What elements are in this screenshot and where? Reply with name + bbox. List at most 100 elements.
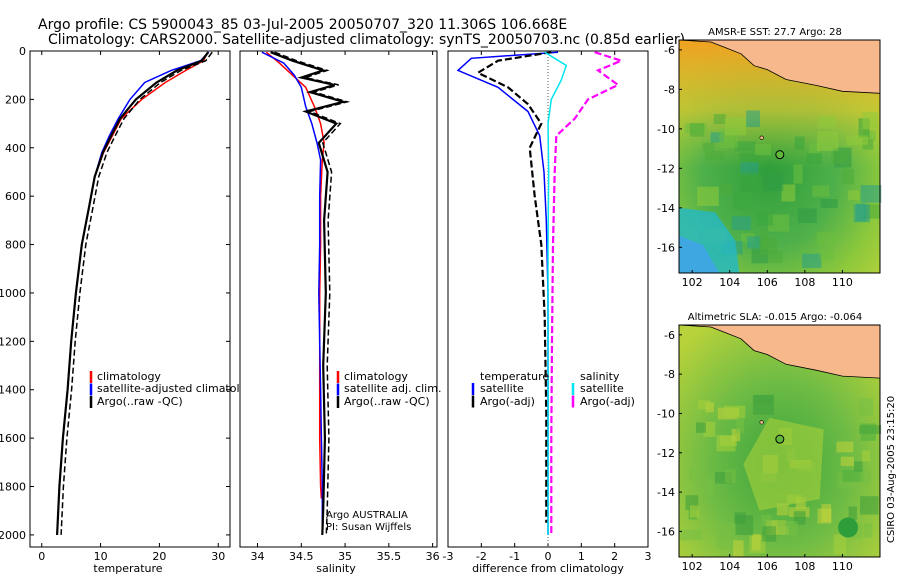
temperature-legend-argo: Argo(..raw -QC) <box>97 395 183 408</box>
sla-map-field-cell <box>860 496 879 515</box>
sla-map-low-patch <box>838 517 859 538</box>
sst-map-island <box>759 135 764 140</box>
salinity-series-argo-raw <box>274 51 351 535</box>
difference-x-tick-label: 3 <box>645 550 652 563</box>
sla-map-field-cell <box>698 400 711 410</box>
sst-map-field-cell <box>812 185 830 197</box>
sst-map-lat-label: -10 <box>657 123 675 136</box>
sla-map-lon-label: 110 <box>832 560 853 573</box>
temperature-x-tick-label: 0 <box>38 550 45 563</box>
sst-map-field-cell <box>820 199 838 208</box>
sla-map-field-cell <box>863 523 873 538</box>
sst-map-field-cell <box>732 191 749 210</box>
sla-map-field-cell <box>733 540 744 558</box>
depth-tick-label: 1400 <box>0 384 26 397</box>
difference-x-tick-label: -1 <box>509 550 520 563</box>
sla-map-field-cell <box>859 398 874 416</box>
sst-map-field-cell <box>697 186 719 206</box>
sst-map-field-cell <box>860 185 882 203</box>
sst-map-field-cell <box>802 253 822 269</box>
depth-tick-label: 2000 <box>0 529 26 542</box>
salinity-annotation-pi: PI: Susan Wijffels <box>326 522 411 533</box>
sst-map-lat-label: -16 <box>657 241 675 254</box>
sla-map-field-cell <box>752 395 774 415</box>
sla-map-island <box>759 420 764 425</box>
depth-tick-label: 400 <box>5 142 26 155</box>
salinity-legend-satellite: satellite adj. clim. <box>344 382 441 395</box>
sst-map-lon-label: 104 <box>719 276 740 289</box>
sla-map-high-patch <box>743 417 824 511</box>
figure-title-line2: Climatology: CARS2000. Satellite-adjuste… <box>48 32 685 48</box>
depth-tick-label: 1200 <box>0 335 26 348</box>
salinity-plot-frame <box>239 50 438 548</box>
salinity-x-tick-label: 34.5 <box>289 550 314 563</box>
sla-map-field-cell <box>720 522 739 539</box>
temperature-panel: 0 10 20 30 0 200 400 600 800 1000 1200 1400 1600 1800… <box>0 45 260 575</box>
sst-map-field-cell <box>819 250 834 260</box>
sst-map-field-cell <box>747 236 763 249</box>
sst-map-lat-label: -12 <box>657 162 675 175</box>
salinity-series-satellite-adj-clim <box>261 51 324 535</box>
temperature-x-axis-label: temperature <box>93 562 162 575</box>
salinity-legend-climatology: climatology <box>344 370 408 383</box>
sst-map-lat-label: -6 <box>664 44 675 57</box>
temperature-x-tick-label: 30 <box>211 550 225 563</box>
sst-map-field-cell <box>831 150 847 164</box>
sst-map-field-cell <box>689 123 705 137</box>
sst-map-title: AMSR-E SST: 27.7 Argo: 28 <box>708 27 842 38</box>
sst-map-field-cell <box>735 141 757 152</box>
difference-legend-salinity-satellite: satellite <box>580 382 624 395</box>
sst-map-field-cell <box>817 116 836 129</box>
sst-map-field-cell <box>746 110 760 128</box>
sst-map-field-cell <box>724 117 747 136</box>
depth-tick-label: 1600 <box>0 432 26 445</box>
sla-map-field-cell <box>860 469 871 485</box>
sla-map-field-cell <box>854 461 863 472</box>
salinity-series-argo-raw-qc <box>270 51 348 535</box>
difference-series-temperature-argo-adj <box>475 51 552 523</box>
sst-map-field-cell <box>797 208 817 224</box>
sla-map-lon-label: 102 <box>682 560 703 573</box>
sst-map-field-cell <box>816 231 837 246</box>
sla-map-field-cell <box>762 526 777 542</box>
sst-map-field-cell <box>740 162 759 176</box>
sla-map-field-cell <box>715 472 733 484</box>
difference-series-salinity-argo-adj <box>550 51 625 535</box>
sla-map-field-cell <box>777 521 798 536</box>
sst-map-field-cell <box>817 131 839 152</box>
sst-map-lon-label: 110 <box>832 276 853 289</box>
salinity-x-tick-label: 35.5 <box>377 550 402 563</box>
salinity-panel: 34 34.5 35 35.5 36 salinity climatology sate… <box>239 50 441 575</box>
temperature-legend-climatology: climatology <box>97 370 161 383</box>
sla-map-lat-label: -10 <box>657 407 675 420</box>
sla-map-field-cell <box>716 435 736 452</box>
difference-series-salinity-satellite <box>544 51 568 535</box>
sst-map-field-cell <box>856 203 867 222</box>
salinity-x-tick-label: 35 <box>338 550 352 563</box>
sla-map-field-cell <box>776 503 789 516</box>
sst-map-field-cell <box>720 184 733 195</box>
difference-legend-temperature-satellite: satellite <box>480 382 524 395</box>
sla-map-field-cell <box>735 416 744 433</box>
sla-map-field-cell <box>862 450 871 462</box>
sla-map-float-marker <box>775 434 785 444</box>
sst-map-field-cell <box>806 153 822 165</box>
sla-map-field-cell <box>752 534 761 551</box>
sst-map-field-cell <box>809 143 820 153</box>
difference-x-tick-label: 0 <box>545 550 552 563</box>
sla-map-field-cell <box>725 469 736 483</box>
sst-map-field-cell <box>781 184 796 202</box>
difference-legend-salinity-title: salinity <box>580 370 620 383</box>
sla-map-lon-label: 106 <box>757 560 778 573</box>
sla-map-lat-label: -14 <box>657 486 675 499</box>
sla-map-field-cell <box>833 534 847 555</box>
sst-map-field-cell <box>759 238 778 255</box>
sst-map-lat-label: -8 <box>664 83 675 96</box>
difference-legend-salinity-argo: Argo(-adj) <box>580 395 635 408</box>
sst-map-frame <box>678 39 881 274</box>
difference-x-axis-label: difference from climatology <box>472 562 624 575</box>
temperature-series-argo-raw <box>60 51 213 535</box>
sla-map-field-cell <box>701 478 714 496</box>
salinity-x-tick-label: 34 <box>251 550 265 563</box>
